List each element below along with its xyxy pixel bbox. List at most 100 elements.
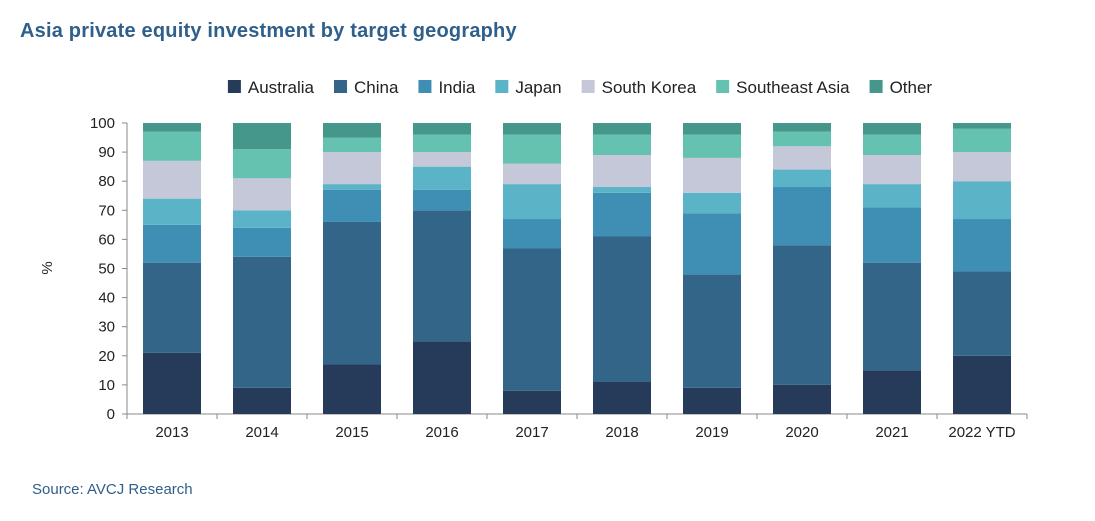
bar-japan-2019 — [683, 192, 741, 214]
bar-china-2021 — [863, 262, 921, 371]
bar-other-2015 — [323, 123, 381, 138]
bar-australia-2022-ytd — [953, 355, 1011, 414]
bar-stack-2019 — [683, 123, 741, 414]
bar-japan-2016 — [413, 166, 471, 190]
legend-label: Australia — [248, 78, 315, 97]
bar-other-2021 — [863, 123, 921, 135]
bar-china-2017 — [503, 248, 561, 391]
bar-india-2013 — [143, 224, 201, 263]
legend-item-australia: Australia — [227, 78, 315, 97]
y-tick-label: 0 — [107, 406, 115, 423]
bar-southeast-asia-2022-ytd — [953, 128, 1011, 153]
bar-southeast-asia-2016 — [413, 134, 471, 153]
bar-stack-2015 — [323, 123, 381, 414]
bar-south-korea-2014 — [233, 178, 291, 211]
x-tick-label: 2019 — [695, 424, 728, 441]
bar-australia-2015 — [323, 364, 381, 414]
y-tick-label: 10 — [98, 377, 115, 394]
bar-south-korea-2019 — [683, 157, 741, 193]
y-tick-label: 80 — [98, 173, 115, 190]
x-tick-label: 2022 YTD — [948, 424, 1015, 441]
chart-title: Asia private equity investment by target… — [20, 20, 517, 42]
y-axis-title: % — [39, 261, 56, 274]
y-tick-label: 30 — [98, 319, 115, 336]
bar-australia-2014 — [233, 387, 291, 414]
bar-other-2020 — [773, 123, 831, 132]
bar-other-2018 — [593, 123, 651, 135]
bar-china-2016 — [413, 210, 471, 342]
bar-other-2014 — [233, 123, 291, 150]
legend-label: South Korea — [602, 78, 697, 97]
bar-stack-2016 — [413, 123, 471, 414]
legend-swatch — [418, 80, 432, 93]
legend-swatch — [334, 80, 348, 93]
bar-south-korea-2015 — [323, 152, 381, 185]
y-tick-label: 50 — [98, 261, 115, 278]
bar-australia-2016 — [413, 341, 471, 414]
bar-south-korea-2016 — [413, 152, 471, 167]
bar-india-2020 — [773, 187, 831, 246]
bar-south-korea-2017 — [503, 163, 561, 185]
legend-item-other: Other — [869, 78, 933, 97]
bar-india-2016 — [413, 189, 471, 211]
bar-australia-2017 — [503, 390, 561, 414]
bar-stack-2022-ytd — [953, 123, 1011, 414]
source-note: Source: AVCJ Research — [32, 481, 193, 498]
bar-india-2014 — [233, 227, 291, 257]
x-tick-label: 2016 — [425, 424, 458, 441]
bar-stack-2017 — [503, 123, 561, 414]
bar-india-2019 — [683, 213, 741, 275]
bar-japan-2020 — [773, 169, 831, 188]
bar-stack-2013 — [143, 123, 201, 414]
bar-china-2018 — [593, 236, 651, 382]
bar-china-2013 — [143, 262, 201, 353]
bar-southeast-asia-2020 — [773, 131, 831, 147]
bar-stack-2014 — [233, 123, 291, 414]
legend-swatch — [227, 80, 241, 93]
bar-china-2015 — [323, 221, 381, 365]
y-tick-label: 40 — [98, 290, 115, 307]
legend-item-japan: Japan — [495, 78, 562, 97]
legend-swatch — [869, 80, 883, 93]
bar-india-2022-ytd — [953, 219, 1011, 272]
x-tick-label: 2013 — [155, 424, 188, 441]
bar-stack-2021 — [863, 123, 921, 414]
bar-japan-2022-ytd — [953, 181, 1011, 220]
legend-label: India — [438, 78, 475, 97]
legend-swatch — [581, 80, 595, 93]
bar-india-2021 — [863, 207, 921, 263]
bar-india-2018 — [593, 192, 651, 237]
bar-southeast-asia-2017 — [503, 134, 561, 164]
legend-item-china: China — [334, 78, 399, 97]
bar-china-2019 — [683, 274, 741, 388]
bar-stack-2020 — [773, 123, 831, 414]
axes: 0 10 20 30 40 50 60 70 80 90 100% 2013 2014 2015 2016 2… — [39, 115, 1028, 441]
bar-japan-2013 — [143, 198, 201, 225]
bars — [143, 123, 1011, 414]
bar-japan-2021 — [863, 184, 921, 208]
bar-south-korea-2022-ytd — [953, 152, 1011, 182]
bar-australia-2018 — [593, 381, 651, 414]
legend-label: China — [354, 78, 399, 97]
legend: Australia China India Japan South Korea South… — [227, 78, 933, 97]
bar-southeast-asia-2014 — [233, 149, 291, 179]
legend-item-south-korea: South Korea — [581, 78, 697, 97]
y-tick-label: 60 — [98, 231, 115, 248]
x-tick-label: 2015 — [335, 424, 368, 441]
y-tick-label: 70 — [98, 202, 115, 219]
bar-southeast-asia-2018 — [593, 134, 651, 156]
legend-label: Japan — [515, 78, 561, 97]
bar-south-korea-2020 — [773, 146, 831, 170]
legend-label: Other — [890, 78, 933, 97]
bar-australia-2020 — [773, 384, 831, 414]
x-tick-label: 2014 — [245, 424, 278, 441]
bar-japan-2017 — [503, 184, 561, 220]
legend-item-southeast-asia: Southeast Asia — [716, 78, 850, 97]
y-tick-label: 20 — [98, 348, 115, 365]
bar-japan-2014 — [233, 210, 291, 228]
bar-australia-2013 — [143, 352, 201, 414]
bar-japan-2015 — [323, 184, 381, 190]
bar-china-2014 — [233, 256, 291, 388]
bar-australia-2019 — [683, 387, 741, 414]
